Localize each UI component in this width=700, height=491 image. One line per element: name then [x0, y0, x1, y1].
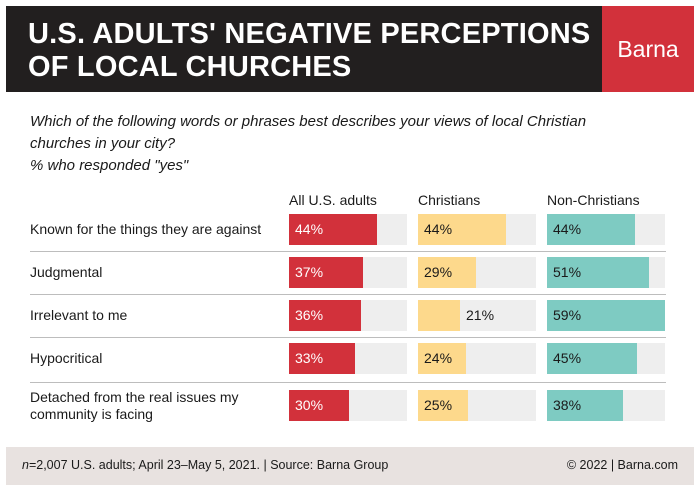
row-divider-1	[30, 294, 666, 295]
data-label-2-2: 59%	[553, 307, 582, 323]
row-label-2-line-0: Irrelevant to me	[30, 307, 128, 323]
data-label-1-1: 29%	[424, 264, 453, 280]
row-label-4-line-0: Detached from the real issues my	[30, 388, 239, 405]
data-label-1-4: 25%	[424, 397, 453, 413]
bar-1-0	[418, 214, 506, 245]
data-label-1-2: 21%	[466, 307, 495, 323]
row-label-0-line-0: Known for the things they are against	[30, 221, 262, 237]
data-label-0-3: 33%	[295, 350, 324, 366]
bar-track-0-1: 37%	[289, 257, 407, 288]
data-label-0-0: 44%	[295, 221, 324, 237]
column-header-2: Non-Christians	[547, 192, 640, 208]
column-header-1: Christians	[418, 192, 481, 208]
chart-title-line-1: U.S. ADULTS' NEGATIVE PERCEPTIONS	[28, 18, 591, 50]
bar-track-0-2: 36%	[289, 300, 407, 331]
bar-0-1	[289, 257, 363, 288]
bar-1-2	[418, 300, 460, 331]
bar-1-1	[418, 257, 476, 288]
bar-track-2-2: 59%	[547, 300, 665, 331]
bar-track-0-0: 44%	[289, 214, 407, 245]
bar-track-2-3: 45%	[547, 343, 665, 374]
data-label-2-1: 51%	[553, 264, 582, 280]
row-label-0: Known for the things they are against	[30, 221, 285, 238]
bar-track-2-4: 38%	[547, 390, 665, 421]
row-label-4: Detached from the real issues my communit…	[30, 389, 285, 423]
data-label-2-4: 38%	[553, 397, 582, 413]
bar-2-3	[547, 343, 637, 374]
bar-track-2-1: 51%	[547, 257, 665, 288]
bar-track-1-3: 24%	[418, 343, 536, 374]
bar-track-1-0: 44%	[418, 214, 536, 245]
question-line-2: churches in your city?	[30, 135, 176, 152]
bar-track-2-0: 44%	[547, 214, 665, 245]
row-divider-2	[30, 337, 666, 338]
data-label-2-3: 45%	[553, 350, 582, 366]
row-label-2: Irrelevant to me	[30, 307, 285, 324]
question-line-3: % who responded "yes"	[30, 157, 189, 174]
bar-0-3	[289, 343, 355, 374]
row-label-1: Judgmental	[30, 264, 285, 281]
footer: n=2,007 U.S. adults; April 23–May 5, 202…	[6, 447, 694, 485]
data-label-2-0: 44%	[553, 221, 582, 237]
row-label-3: Hypocritical	[30, 350, 285, 367]
row-divider-0	[30, 251, 666, 252]
chart-title: U.S. ADULTS' NEGATIVE PERCEPTIONS OF LOC…	[28, 18, 598, 84]
bar-0-4	[289, 390, 349, 421]
source-note: n=2,007 U.S. adults; April 23–May 5, 202…	[22, 458, 388, 472]
data-label-0-4: 30%	[295, 397, 324, 413]
bar-track-1-2: 21%	[418, 300, 536, 331]
bar-track-0-3: 33%	[289, 343, 407, 374]
bar-2-1	[547, 257, 649, 288]
question-text: Which of the following words or phrases …	[30, 111, 680, 177]
bar-track-1-1: 29%	[418, 257, 536, 288]
chart-title-line-2: OF LOCAL CHURCHES	[28, 51, 352, 83]
copyright-text: © 2022 | Barna.com	[566, 458, 678, 472]
data-label-1-0: 44%	[424, 221, 453, 237]
data-label-0-1: 37%	[295, 264, 324, 280]
sample-size-n: n	[22, 458, 29, 472]
row-label-4-line-1: community is facing	[30, 405, 153, 422]
bar-1-3	[418, 343, 466, 374]
row-label-1-line-0: Judgmental	[30, 264, 103, 280]
source-text: =2,007 U.S. adults; April 23–May 5, 2021…	[28, 458, 389, 472]
bar-2-4	[547, 390, 623, 421]
data-label-1-3: 24%	[424, 350, 453, 366]
bar-2-0	[547, 214, 635, 245]
bar-1-4	[418, 390, 468, 421]
header-banner: U.S. ADULTS' NEGATIVE PERCEPTIONS OF LOC…	[6, 6, 602, 92]
question-line-1: Which of the following words or phrases …	[30, 113, 587, 130]
column-header-0: All U.S. adults	[289, 192, 377, 208]
bar-0-2	[289, 300, 361, 331]
row-label-3-line-0: Hypocritical	[30, 350, 103, 366]
brand-logo: Barna	[602, 6, 694, 92]
data-label-0-2: 36%	[295, 307, 324, 323]
bar-track-0-4: 30%	[289, 390, 407, 421]
bar-track-1-4: 25%	[418, 390, 536, 421]
bar-0-0	[289, 214, 377, 245]
row-divider-3	[30, 382, 666, 383]
bar-2-2	[547, 300, 665, 331]
